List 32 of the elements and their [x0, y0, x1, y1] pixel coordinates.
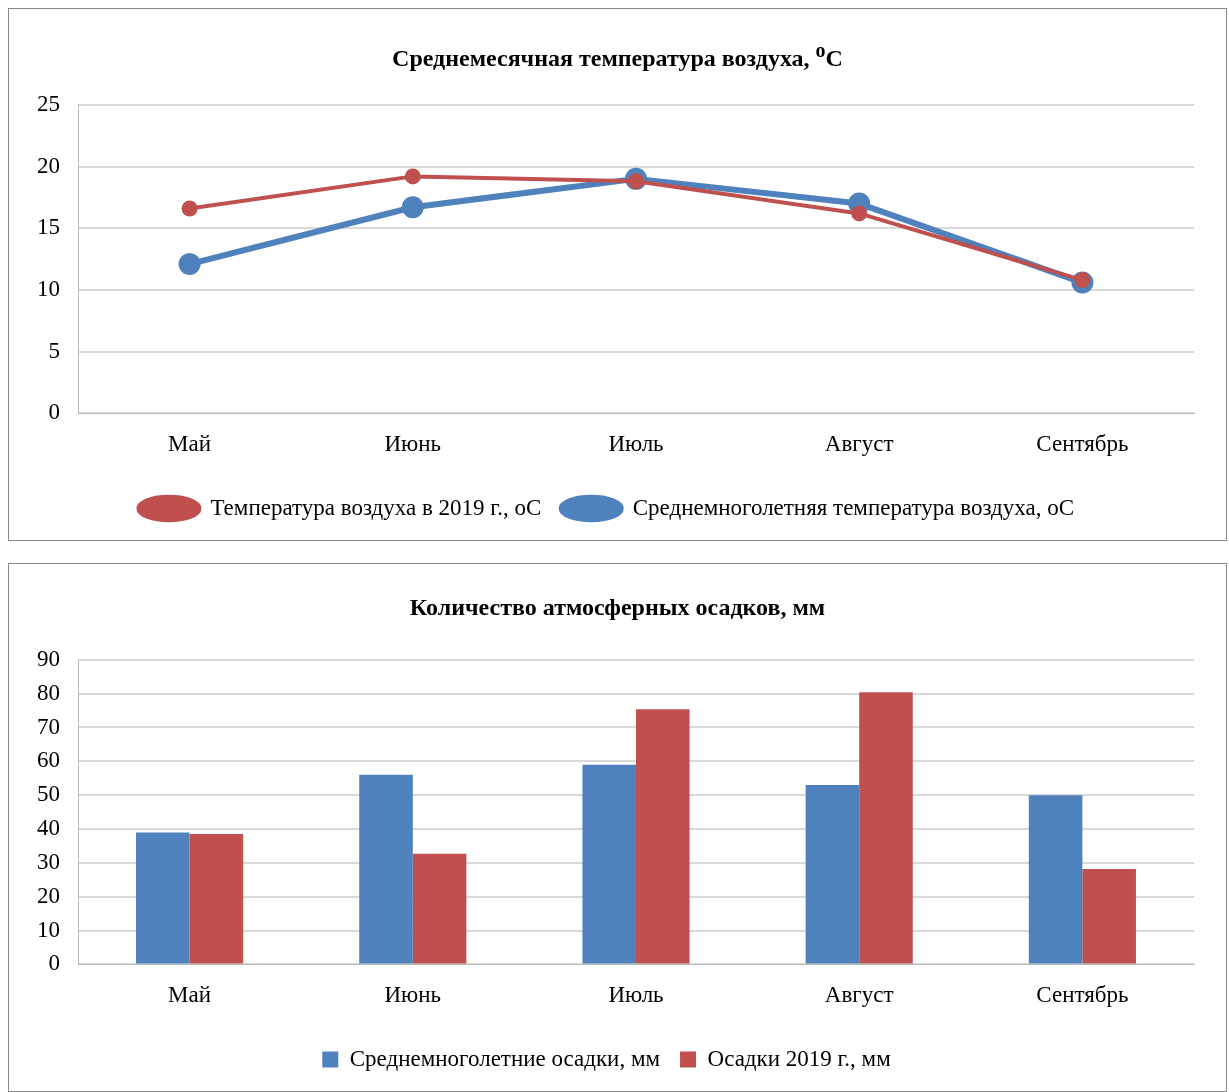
chart-title: Количество атмосферных осадков, мм — [408, 594, 827, 622]
x-tick-label: Июль — [608, 982, 664, 1008]
y-tick-label: 80 — [37, 679, 60, 705]
legend-label: Температура воздуха в 2019 г., оС — [210, 494, 542, 520]
y-tick-label: 40 — [37, 815, 60, 841]
y-tick-label: 0 — [48, 399, 60, 425]
legend-label: Среднемноголетние осадки, мм — [349, 1045, 661, 1071]
x-tick-label: Май — [168, 982, 212, 1008]
y-tick-label: 60 — [37, 747, 60, 773]
y-tick-label: 20 — [37, 882, 60, 908]
y-tick-label: 50 — [37, 781, 60, 807]
chart-title: Среднемесячная температура воздуха, $^{o}$С — [391, 39, 844, 73]
x-tick-label: Сентябрь — [1036, 431, 1129, 457]
y-tick-label: 0 — [48, 950, 60, 976]
x-tick-label: Август — [824, 982, 894, 1008]
y-tick-label: 10 — [37, 276, 60, 302]
x-tick-label: Сентябрь — [1036, 982, 1129, 1008]
legend-label: Среднемноголетняя температура воздуха, оС — [632, 494, 1075, 520]
x-tick-label: Июль — [608, 431, 664, 457]
y-tick-label: 70 — [37, 713, 60, 739]
y-tick-label: 5 — [48, 337, 60, 363]
y-tick-label: 25 — [37, 90, 60, 116]
x-tick-label: Июнь — [384, 982, 442, 1008]
x-tick-label: Август — [824, 431, 894, 457]
x-tick-label: Июнь — [384, 431, 442, 457]
y-tick-label: 30 — [37, 848, 60, 874]
y-tick-label: 20 — [37, 152, 60, 178]
legend-label: Осадки 2019 г., мм — [707, 1045, 892, 1071]
x-tick-label: Май — [168, 431, 212, 457]
y-tick-label: 90 — [37, 645, 60, 671]
y-tick-label: 10 — [37, 916, 60, 942]
y-tick-label: 15 — [37, 214, 60, 240]
